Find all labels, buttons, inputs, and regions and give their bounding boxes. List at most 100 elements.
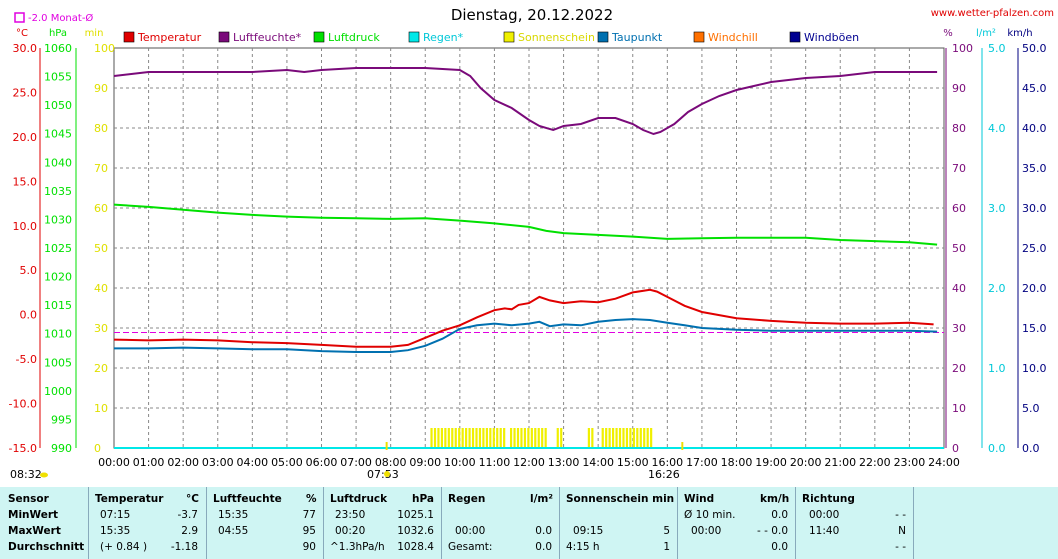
axis-tick-temperature: 10.0 [13,220,38,233]
axis-tick-rain: 1.0 [988,362,1006,375]
x-tick-label: 10:00 [444,456,476,469]
x-tick-label: 09:00 [409,456,441,469]
hum-header: Luftfeuchte [213,493,282,505]
sunshine-bar [430,428,433,448]
statistics-table: Sensor MinWert MaxWert Durchschnitt Temp… [0,487,1058,559]
x-tick-label: 23:00 [894,456,926,469]
axis-tick-pressure: 1045 [44,128,72,141]
x-tick-label: 21:00 [824,456,856,469]
pres-min-val: 1025.1 [397,509,434,521]
site-link[interactable]: www.wetter-pfalzen.com [931,8,1054,19]
axis-unit-rain: l/m² [976,28,996,39]
wind-max-time: 00:00 [691,525,722,537]
sunshine-bar [605,428,608,448]
sunshine-bar [458,428,461,448]
x-tick-label: 19:00 [755,456,787,469]
axis-tick-wind: 5.0 [1022,402,1040,415]
hum-min-val: 77 [302,509,316,521]
sun-max-val: 5 [663,525,670,537]
legend-swatch [693,31,705,43]
axis-tick-pressure: 1060 [44,42,72,55]
col-separator [913,487,914,559]
sunshine-bar [601,428,604,448]
legend-swatch [123,31,135,43]
series-lines [113,67,944,449]
avg-row-label: Durchschnitt [8,541,85,553]
legend-swatch [408,31,420,43]
series-line-temperatur [113,288,934,348]
axis-tick-humidity: 90 [952,82,966,95]
axis-tick-temperature: 30.0 [13,42,38,55]
sunshine-bar [632,428,635,448]
pres-max-val: 1032.6 [397,525,434,537]
axis-tick-humidity: 50 [952,242,966,255]
temp-min-time: 07:15 [100,509,131,521]
x-tick-label: 08:00 [375,456,407,469]
col-separator [206,487,207,559]
temp-unit: °C [186,493,199,505]
rain-header: Regen [448,493,486,505]
rain-max-time: 00:00 [455,525,486,537]
series-line-luftfeuchte [113,67,938,136]
x-tick-label: 18:00 [721,456,753,469]
axis-tick-rain: 2.0 [988,282,1006,295]
axis-unit-humidity: % [943,28,953,39]
sunshine-bar [492,428,495,448]
hum-max-val: 95 [302,525,316,537]
axis-tick-pressure: 1030 [44,213,72,226]
legend-label: Luftfeuchte* [233,31,302,44]
col-separator [677,487,678,559]
sunset-label: 16:26 [648,468,680,481]
legend-label: Luftdruck [328,31,380,44]
axis-tick-pressure: 990 [51,442,72,455]
hum-max-time: 04:55 [218,525,249,537]
axis-tick-pressure: 1050 [44,99,72,112]
axis-tick-sunshine_min: 80 [94,122,108,135]
axis-tick-pressure: 1000 [44,385,72,398]
sunshine-bar [440,428,444,448]
sunshine-bar [622,428,625,448]
hum-min-time: 15:35 [218,509,249,521]
monthly-avg-label: -2.0 Monat-Ø [28,12,93,24]
pres-min-time: 23:50 [335,509,366,521]
sunshine-bar [516,428,520,448]
dir-max-time: 11:40 [809,525,840,537]
sunshine-bar [612,428,615,448]
wind-unit: km/h [760,493,790,505]
sunshine-bar [465,428,468,448]
axis-tick-sunshine_min: 0 [94,442,101,455]
axis-tick-pressure: 1025 [44,242,72,255]
rain-total-label: Gesamt: [448,541,493,553]
axis-tick-sunshine_min: 50 [94,242,108,255]
sunshine-bar [646,428,649,448]
sunshine-bar [471,428,475,448]
axis-tick-humidity: 70 [952,162,966,175]
axis-tick-humidity: 80 [952,122,966,135]
axis-tick-wind: 20.0 [1022,282,1047,295]
axis-tick-sunshine_min: 70 [94,162,108,175]
axis-tick-sunshine_min: 90 [94,82,108,95]
wind-avg-val: 0.0 [771,541,788,553]
sun-max-time: 09:15 [573,525,604,537]
axis-tick-wind: 30.0 [1022,202,1047,215]
sensor-header: Sensor [8,493,49,505]
weather-chart: 30.0 25.0 20.0 15.0 10.0 5.0 0.0 -5.0 -10.0 -15.0… [9,6,1054,481]
axis-tick-wind: 40.0 [1022,122,1047,135]
axis-tick-pressure: 1015 [44,299,72,312]
chart-title: Dienstag, 20.12.2022 [451,6,613,24]
dir-avg-val: - - [895,541,906,553]
sunrise-icon [384,471,390,477]
axis-tick-pressure: 1010 [44,328,72,341]
axis-tick-rain: 5.0 [988,42,1006,55]
axis-tick-humidity: 10 [952,402,966,415]
min-row-label: MinWert [8,509,59,521]
wind-max-val: - - 0.0 [757,525,788,537]
sunshine-bar [523,428,527,448]
monthly-avg-swatch [14,12,25,23]
axis-tick-temperature: 15.0 [13,175,38,188]
sunshine-bar [650,428,653,448]
sunshine-bar [537,428,540,448]
hum-unit: % [306,493,317,505]
x-tick-label: 04:00 [236,456,268,469]
sunshine-bar [437,428,440,448]
